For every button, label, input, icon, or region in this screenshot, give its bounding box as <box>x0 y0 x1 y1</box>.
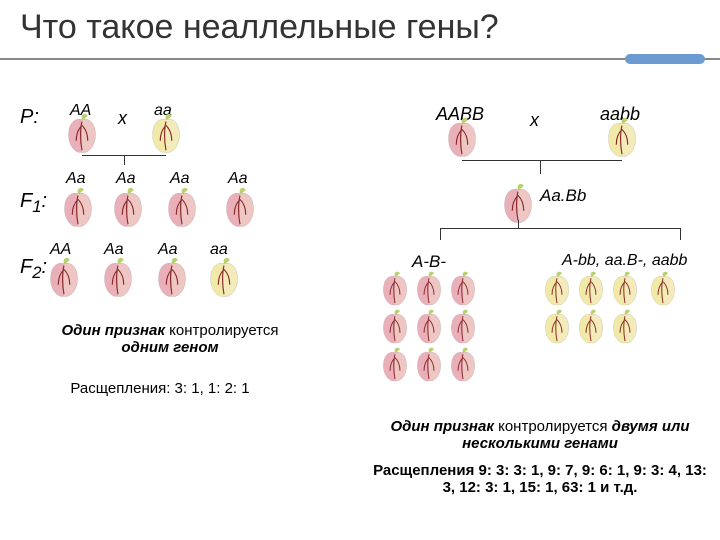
label-f2-left: F2: <box>20 256 47 283</box>
apple-f2-3 <box>204 256 244 300</box>
apple-p1-left <box>62 112 102 156</box>
apple-p1-right <box>442 116 482 160</box>
label-f1-left: F1: <box>20 190 47 217</box>
line-f1-down-l <box>440 228 441 240</box>
apple-f2-0 <box>44 256 84 300</box>
line-p-right <box>462 160 622 161</box>
caption-left-splits: Расщепления: 3: 1, 1: 2: 1 <box>30 380 290 397</box>
geno-f2-right-r: A-bb, aa.B-, aabb <box>562 252 687 270</box>
line-p-down <box>124 155 125 165</box>
caption-right: Один признак контролируется двумя или не… <box>370 418 710 452</box>
geno-f1-right: Aa.Bb <box>540 186 586 206</box>
caption-right-splits: Расщепления 9: 3: 3: 1, 9: 7, 9: 6: 1, 9… <box>370 462 710 496</box>
apple-f2-2 <box>152 256 192 300</box>
apple-p2-left <box>146 112 186 156</box>
apple-f1-3 <box>220 186 260 230</box>
line-p-right-down <box>540 160 541 174</box>
apple-p2-right <box>602 116 642 160</box>
apple-f1-0 <box>58 186 98 230</box>
cross-mark-right: x <box>530 110 539 131</box>
slide-title: Что такое неаллельные гены? <box>20 8 499 47</box>
caption-left: Один признак контролируется одним геном <box>40 322 300 356</box>
line-f1-up <box>518 220 519 228</box>
cross-mark-left: x <box>118 108 127 129</box>
line-f1-down-r <box>680 228 681 240</box>
geno-f2-left-r: A-B- <box>412 252 446 272</box>
apple-f1-2 <box>162 186 202 230</box>
apple-f2-1 <box>98 256 138 300</box>
apple-grid-pink <box>378 270 498 384</box>
line-f1-right <box>440 228 680 229</box>
apple-grid-yellow <box>540 270 720 346</box>
label-p-left: P: <box>20 106 39 129</box>
apple-f1-1 <box>108 186 148 230</box>
title-rule <box>0 58 720 60</box>
accent-bar <box>625 54 705 64</box>
